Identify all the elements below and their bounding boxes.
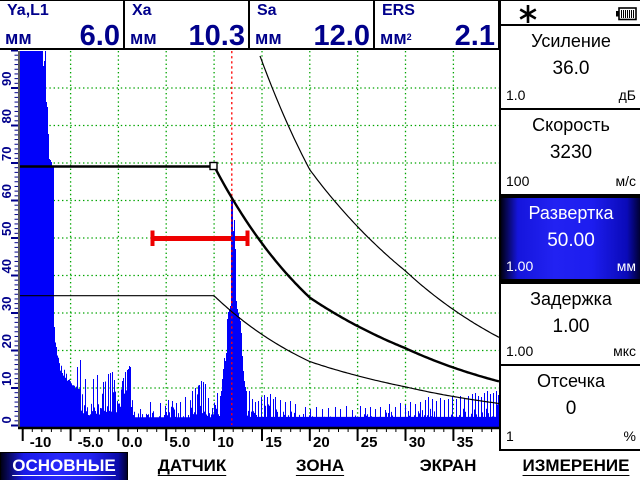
svg-text:15: 15 bbox=[265, 434, 282, 451]
svg-text:20: 20 bbox=[0, 334, 14, 348]
svg-text:-5.0: -5.0 bbox=[78, 434, 104, 451]
svg-text:70: 70 bbox=[0, 147, 14, 161]
svg-text:0.0: 0.0 bbox=[122, 434, 143, 451]
svg-text:40: 40 bbox=[0, 259, 14, 273]
svg-text:5.0: 5.0 bbox=[169, 434, 190, 451]
svg-text:60: 60 bbox=[0, 184, 14, 198]
svg-text:30: 30 bbox=[0, 297, 14, 311]
svg-text:0: 0 bbox=[0, 416, 14, 423]
svg-text:30: 30 bbox=[409, 434, 426, 451]
svg-text:90: 90 bbox=[0, 72, 14, 86]
svg-text:35: 35 bbox=[457, 434, 474, 451]
svg-text:-10: -10 bbox=[30, 434, 52, 451]
svg-text:20: 20 bbox=[313, 434, 330, 451]
svg-text:25: 25 bbox=[361, 434, 378, 451]
svg-text:10: 10 bbox=[0, 372, 14, 386]
svg-text:80: 80 bbox=[0, 109, 14, 123]
svg-text:50: 50 bbox=[0, 222, 14, 236]
svg-text:10: 10 bbox=[217, 434, 234, 451]
